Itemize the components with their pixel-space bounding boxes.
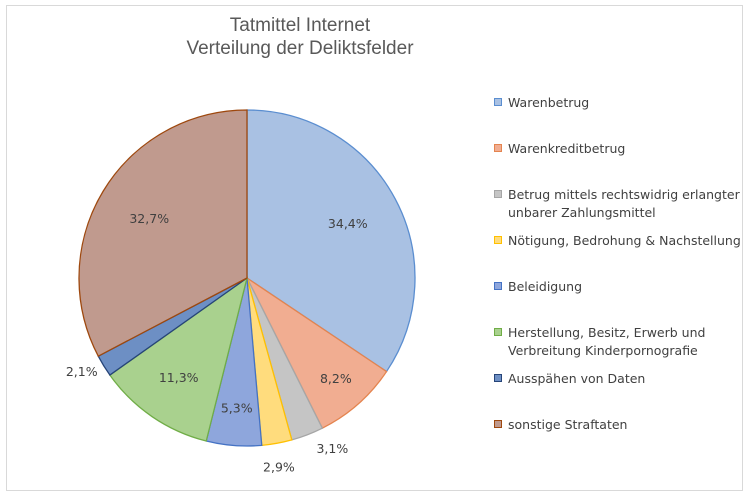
data-label: 34,4% — [328, 216, 368, 231]
data-label: 8,2% — [320, 371, 352, 386]
legend-swatch — [494, 144, 502, 152]
legend-label: Nötigung, Bedrohung & Nachstellung — [508, 233, 741, 248]
legend-label: Betrug mittels rechtswidrig erlangter un… — [508, 187, 740, 220]
chart-title-line-1: Tatmittel Internet — [229, 15, 371, 36]
pie-slice — [246, 109, 416, 373]
legend-swatch — [494, 328, 502, 336]
pie-slice — [108, 276, 249, 442]
data-label: 2,9% — [263, 459, 295, 474]
legend-label: Beleidigung — [508, 279, 583, 294]
legend-swatch — [494, 98, 502, 106]
chart-title: Tatmittel Internet Verteilung der Delikt… — [150, 14, 450, 60]
data-label: 2,1% — [66, 364, 98, 379]
legend-label: sonstige Straftaten — [508, 417, 628, 432]
data-label: 5,3% — [221, 401, 253, 416]
legend-swatch — [494, 190, 502, 198]
pie-slice — [78, 109, 248, 358]
legend-swatch — [494, 236, 502, 244]
legend-label: Herstellung, Besitz, Erwerb und Verbreit… — [508, 325, 706, 358]
chart-title-line-2: Verteilung der Deliktsfelder — [186, 38, 414, 59]
data-label: 32,7% — [129, 211, 169, 226]
legend-swatch — [494, 374, 502, 382]
pie-slice — [245, 276, 388, 430]
legend-label: Warenbetrug — [508, 95, 590, 110]
legend-label: Warenkreditbetrug — [508, 141, 626, 156]
legend-label: Ausspähen von Daten — [508, 371, 646, 386]
data-label: 11,3% — [159, 370, 199, 385]
legend-swatch — [494, 282, 502, 290]
data-label: 3,1% — [316, 441, 348, 456]
legend-swatch — [494, 420, 502, 428]
